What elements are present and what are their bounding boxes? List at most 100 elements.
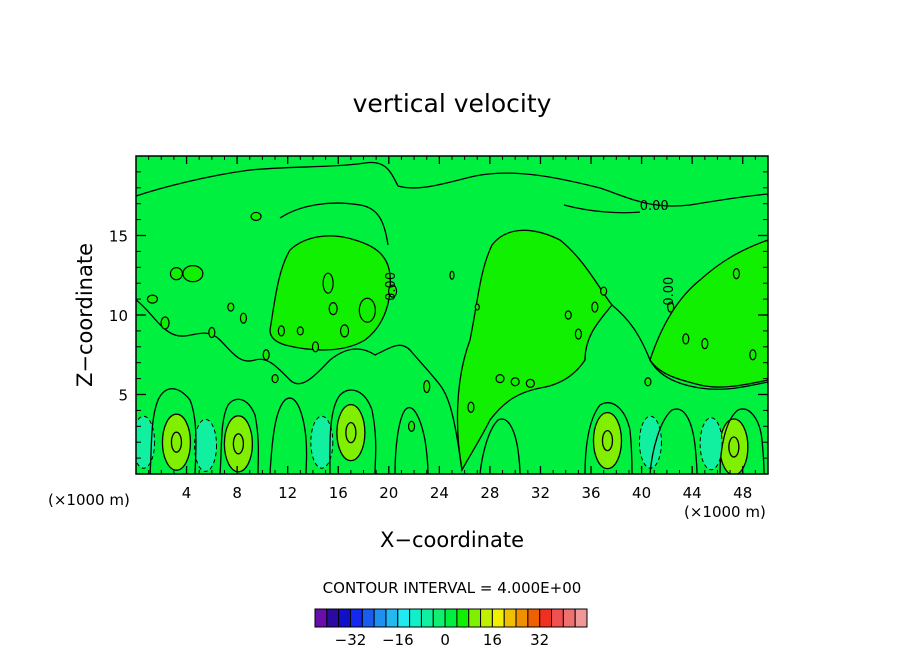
x-tick-label: 36 xyxy=(581,484,600,502)
contour-cell xyxy=(644,377,652,387)
contour-cell xyxy=(510,377,520,387)
contour-cell xyxy=(296,326,304,336)
colorbar-swatch xyxy=(468,608,482,628)
contour-line xyxy=(149,388,197,474)
x-axis: 4 8 12 16 20 24 28 32 36 40 44 48 xyxy=(148,156,756,502)
contour-cell xyxy=(208,326,216,339)
colorbar-swatch xyxy=(349,608,363,628)
contour-cell xyxy=(322,272,334,294)
downward-cores xyxy=(136,415,723,472)
x-unit-left: (×1000 m) xyxy=(48,491,130,509)
contour-cell xyxy=(146,294,159,304)
x-tick-label: 44 xyxy=(683,484,702,502)
contour-line xyxy=(649,408,698,474)
x-axis-title: X−coordinate xyxy=(380,528,524,552)
colorbar-swatch xyxy=(314,608,328,628)
contour-cell xyxy=(449,270,455,280)
contour-cell xyxy=(182,265,204,283)
colorbar-swatch xyxy=(574,608,588,628)
colorbar-tick-label: 16 xyxy=(483,631,502,649)
contour-line xyxy=(279,202,389,246)
colorbar-swatch xyxy=(432,608,446,628)
contour-line xyxy=(269,397,308,474)
contour-line xyxy=(611,304,768,390)
contour-cell xyxy=(250,211,262,222)
colorbar-swatch xyxy=(397,608,411,628)
small-cells xyxy=(146,211,757,432)
contour-cell xyxy=(682,333,690,345)
contour-cell xyxy=(169,267,184,281)
contour-cell xyxy=(600,286,608,296)
x-tick-label: 16 xyxy=(329,484,348,502)
contour-line xyxy=(329,389,377,474)
contour-line xyxy=(584,402,633,474)
colorbar-swatch xyxy=(491,608,505,628)
contour-cell xyxy=(525,378,535,388)
contour-line xyxy=(136,161,768,207)
y-tick-label: 5 xyxy=(118,387,128,405)
contour-line xyxy=(136,299,463,471)
x-tick-label: 32 xyxy=(531,484,550,502)
colorbar-swatch xyxy=(409,608,422,628)
colorbar-tick-label: 32 xyxy=(530,631,549,649)
plot-area xyxy=(136,156,768,474)
colorbar-swatch xyxy=(527,608,541,628)
x-tick-label: 28 xyxy=(480,484,499,502)
contour-cell xyxy=(591,301,599,313)
colorbar-swatch xyxy=(515,608,529,628)
upward-core-inner xyxy=(232,433,245,455)
upward-core-inner xyxy=(728,436,740,458)
x-tick-label: 24 xyxy=(430,484,449,502)
contour-cell xyxy=(160,316,170,330)
colorbar-swatch xyxy=(539,608,553,628)
x-tick-label: 48 xyxy=(733,484,752,502)
y-axis-title: Z−coordinate xyxy=(73,243,97,387)
contour-interval-label: CONTOUR INTERVAL = 4.000E+00 xyxy=(323,579,582,597)
x-tick-label: 4 xyxy=(182,484,192,502)
colorbar-swatch xyxy=(326,608,340,628)
x-unit-right: (×1000 m) xyxy=(684,503,766,521)
contour-cell xyxy=(423,379,431,394)
colorbar-swatch xyxy=(444,608,458,628)
contour-cell xyxy=(328,302,338,316)
upward-core-inner xyxy=(170,431,183,453)
upward-core-inner xyxy=(601,429,614,452)
contour-cell xyxy=(474,303,480,311)
colorbar-swatch xyxy=(338,608,351,628)
upward-cores xyxy=(161,404,749,474)
contour-line xyxy=(479,418,521,474)
contour-labels: 0.00 0.00 0.00 xyxy=(384,199,677,306)
x-tick-label: 8 xyxy=(232,484,242,502)
contour-cell xyxy=(387,284,398,298)
upward-core-inner xyxy=(345,422,357,444)
field-region-center xyxy=(456,229,613,472)
contour-label: 0.00 xyxy=(640,199,669,214)
contour-cell xyxy=(311,341,320,353)
contour-cell xyxy=(227,302,235,312)
downward-core xyxy=(699,417,723,471)
colorbar-swatch xyxy=(385,608,399,628)
colorbar-tick-label: −16 xyxy=(382,631,414,649)
x-tick-label: 40 xyxy=(632,484,651,502)
contour-label: 0.00 xyxy=(384,272,399,301)
contour-label: 0.00 xyxy=(662,277,677,306)
contour-line xyxy=(719,408,765,474)
x-tick-label: 20 xyxy=(379,484,398,502)
colorbar-swatch xyxy=(562,608,576,628)
y-tick-label: 10 xyxy=(109,307,128,325)
chart-title: vertical velocity xyxy=(353,89,552,118)
colorbar-swatch xyxy=(361,608,375,628)
contour-line xyxy=(219,398,260,474)
colorbar-tick-label: −32 xyxy=(335,631,367,649)
colorbar-swatch xyxy=(503,608,517,628)
colorbar-swatch xyxy=(456,608,470,628)
contour-cell xyxy=(732,268,741,280)
contour-cell xyxy=(262,349,270,361)
contour-cell xyxy=(749,349,757,361)
contour-cell xyxy=(495,374,505,384)
colorbar-swatch xyxy=(551,608,564,628)
downward-core xyxy=(194,418,218,472)
downward-core xyxy=(310,415,334,469)
contour-line xyxy=(394,407,429,474)
